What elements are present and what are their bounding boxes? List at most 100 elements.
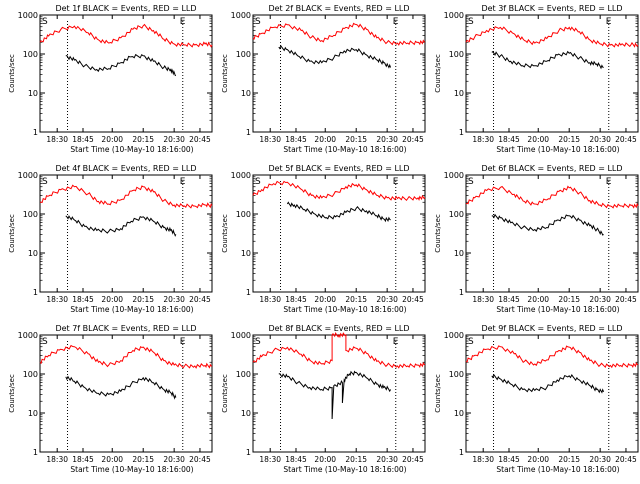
- end-marker-label: E: [180, 337, 186, 347]
- series-lld-red: [39, 344, 212, 369]
- y-axis-label: Counts/sec: [8, 54, 16, 93]
- start-marker-label: S: [255, 177, 261, 187]
- panel-2: Det 2f BLACK = Events, RED = LLD 1 10 100 10…: [221, 4, 426, 154]
- plot-frame: [252, 174, 426, 293]
- x-tick-label: 20:45: [615, 295, 637, 304]
- end-marker-label: E: [606, 177, 612, 187]
- x-tick-label: 20:30: [163, 135, 185, 144]
- y-tick-label: 10: [454, 249, 464, 258]
- series-events-black: [65, 53, 177, 77]
- x-tick-label: 20:30: [376, 135, 398, 144]
- x-tick-label: 20:15: [345, 295, 367, 304]
- x-tick-label: 18:45: [285, 135, 307, 144]
- series-events-black: [491, 373, 605, 394]
- x-tick-label: 20:15: [558, 455, 580, 464]
- y-tick-label: 100: [449, 50, 464, 59]
- panel-6: Det 6f BLACK = Events, RED = LLD 1 10 100 10…: [434, 164, 639, 314]
- start-marker-label: S: [468, 17, 474, 27]
- x-tick-label: 20:45: [402, 135, 424, 144]
- plot-frame: [252, 334, 426, 453]
- plot-frame: [252, 14, 426, 133]
- plot-frame: [39, 14, 213, 133]
- end-marker-label: E: [393, 17, 399, 27]
- x-tick-label: 20:30: [163, 295, 185, 304]
- end-marker-label: E: [180, 177, 186, 187]
- y-tick-label: 10: [241, 89, 251, 98]
- x-tick-label: 20:00: [101, 135, 123, 144]
- panel-1: Det 1f BLACK = Events, RED = LLD 1 10 100 10…: [8, 4, 213, 154]
- y-tick-label: 1: [246, 448, 251, 457]
- y-tick-label: 10: [454, 409, 464, 418]
- panel-9: Det 9f BLACK = Events, RED = LLD 1 10 100 10…: [434, 324, 639, 474]
- x-axis-label: Start Time (10-May-10 18:16:00): [70, 305, 193, 314]
- panel-title: Det 8f BLACK = Events, RED = LLD: [268, 324, 409, 333]
- plot-frame: [465, 174, 639, 293]
- x-tick-label: 18:30: [46, 455, 68, 464]
- x-tick-label: 20:00: [314, 295, 336, 304]
- y-tick-label: 1000: [231, 11, 251, 20]
- x-axis-label: Start Time (10-May-10 18:16:00): [496, 465, 619, 474]
- x-tick-label: 18:30: [472, 295, 494, 304]
- y-axis-label: Counts/sec: [221, 374, 229, 413]
- y-tick-label: 1000: [444, 171, 464, 180]
- series-events-black: [491, 50, 604, 70]
- series-events-black: [286, 201, 391, 223]
- start-marker-label: S: [468, 177, 474, 187]
- y-tick-label: 1000: [231, 331, 251, 340]
- end-marker-label: E: [180, 17, 186, 27]
- y-axis-label: Counts/sec: [434, 214, 442, 253]
- panel-7: Det 7f BLACK = Events, RED = LLD 1 10 100 10…: [8, 324, 213, 474]
- plot-frame: [465, 334, 639, 453]
- x-tick-label: 20:45: [189, 135, 211, 144]
- x-tick-label: 18:45: [285, 455, 307, 464]
- x-tick-label: 20:45: [189, 295, 211, 304]
- x-tick-label: 18:30: [259, 295, 281, 304]
- y-axis-label: Counts/sec: [8, 214, 16, 253]
- x-tick-label: 20:15: [132, 295, 154, 304]
- x-tick-label: 20:15: [132, 135, 154, 144]
- x-tick-label: 18:45: [498, 455, 520, 464]
- panel-5: Det 5f BLACK = Events, RED = LLD 1 10 100 10…: [221, 164, 426, 314]
- x-tick-label: 20:15: [558, 135, 580, 144]
- series-lld-red: [465, 26, 639, 48]
- x-tick-label: 20:00: [527, 295, 549, 304]
- y-tick-label: 1000: [444, 11, 464, 20]
- panel-title: Det 1f BLACK = Events, RED = LLD: [55, 4, 196, 13]
- x-tick-label: 20:30: [589, 295, 611, 304]
- x-tick-label: 20:15: [345, 455, 367, 464]
- series-lld-red: [252, 22, 426, 46]
- y-tick-label: 1000: [18, 331, 38, 340]
- series-events-black: [65, 375, 177, 400]
- x-tick-label: 20:30: [589, 455, 611, 464]
- x-tick-label: 20:00: [314, 135, 336, 144]
- x-tick-label: 20:00: [101, 295, 123, 304]
- x-tick-label: 18:45: [285, 295, 307, 304]
- x-tick-label: 20:30: [589, 135, 611, 144]
- x-axis-label: Start Time (10-May-10 18:16:00): [496, 305, 619, 314]
- panel-title: Det 7f BLACK = Events, RED = LLD: [55, 324, 196, 333]
- start-marker-label: S: [255, 337, 261, 347]
- start-marker-label: S: [42, 17, 48, 27]
- x-tick-label: 18:45: [72, 455, 94, 464]
- x-tick-label: 18:30: [259, 135, 281, 144]
- y-tick-label: 1: [33, 448, 38, 457]
- y-tick-label: 10: [28, 89, 38, 98]
- y-tick-label: 100: [449, 210, 464, 219]
- panel-title: Det 6f BLACK = Events, RED = LLD: [481, 164, 622, 173]
- series-events-black: [278, 44, 392, 69]
- panel-title: Det 4f BLACK = Events, RED = LLD: [55, 164, 196, 173]
- x-axis-label: Start Time (10-May-10 18:16:00): [283, 465, 406, 474]
- y-tick-label: 1: [33, 128, 38, 137]
- start-marker-label: S: [42, 177, 48, 187]
- x-tick-label: 20:15: [132, 455, 154, 464]
- y-axis-label: Counts/sec: [434, 54, 442, 93]
- panel-8: Det 8f BLACK = Events, RED = LLD 1 10 100 10…: [221, 324, 426, 474]
- x-tick-label: 18:45: [498, 135, 520, 144]
- y-tick-label: 100: [236, 50, 251, 59]
- series-events-black: [491, 213, 604, 236]
- y-tick-label: 100: [23, 50, 38, 59]
- x-tick-label: 20:00: [527, 135, 549, 144]
- y-tick-label: 1: [246, 128, 251, 137]
- y-tick-label: 1: [459, 448, 464, 457]
- y-axis-label: Counts/sec: [434, 374, 442, 413]
